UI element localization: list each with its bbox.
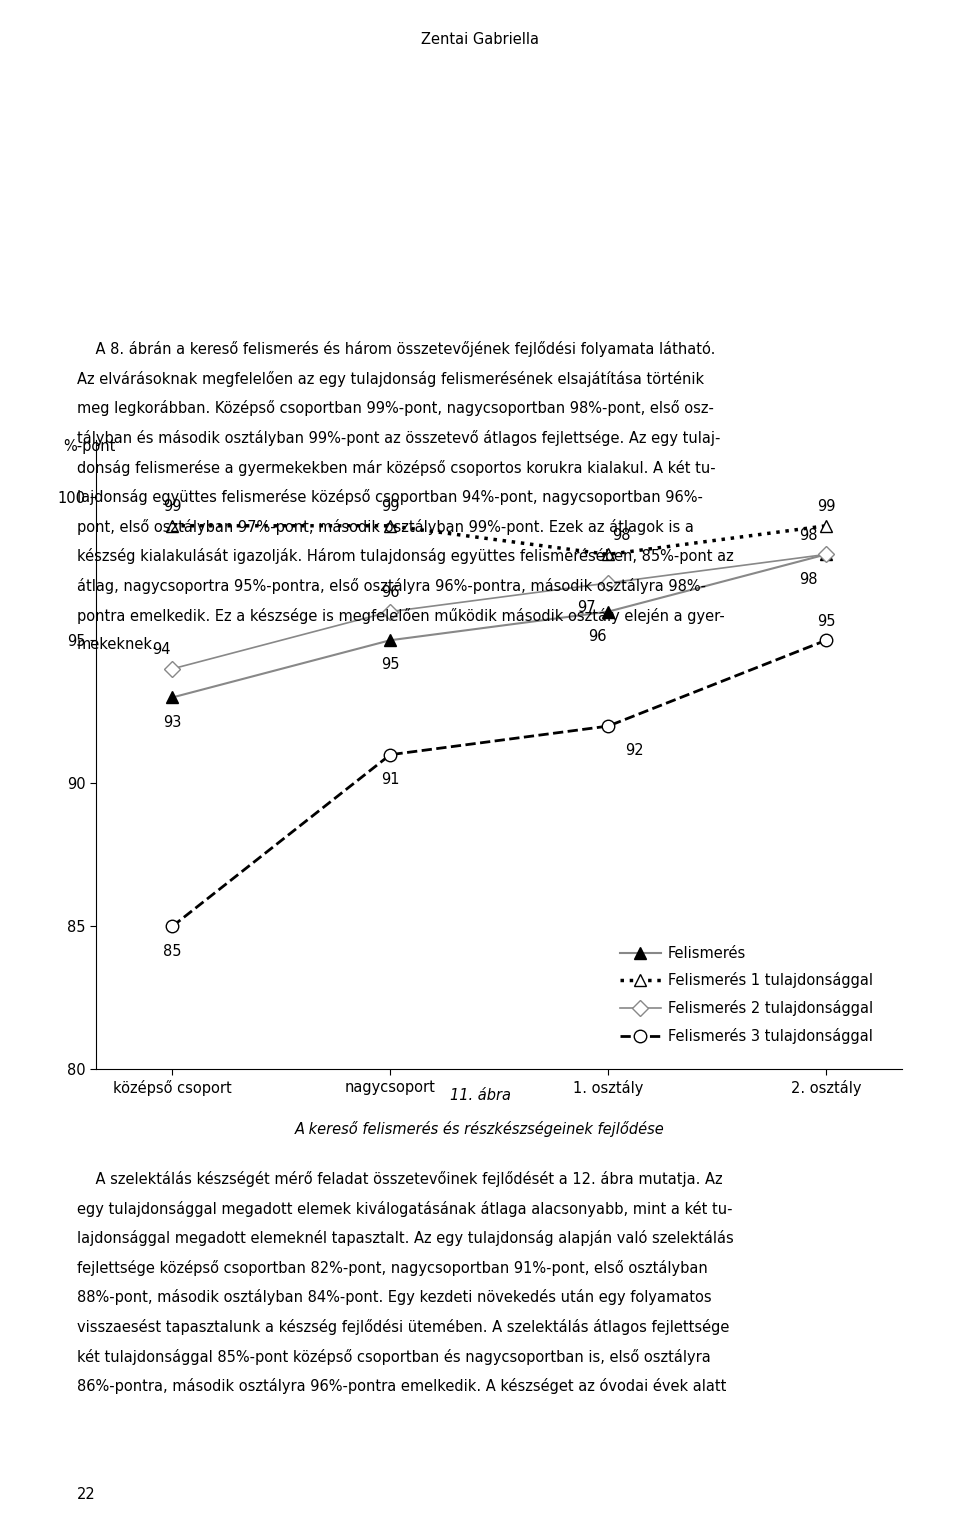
- Text: 22: 22: [77, 1487, 96, 1502]
- Text: Az elvárásoknak megfelelően az egy tulajdonság felismerésének elsajátítása törté: Az elvárásoknak megfelelően az egy tulaj…: [77, 372, 704, 387]
- Text: fejlettsége középső csoportban 82%-pont, nagycsoportban 91%-pont, első osztályba: fejlettsége középső csoportban 82%-pont,…: [77, 1259, 708, 1276]
- Text: 96: 96: [588, 630, 607, 643]
- Text: 91: 91: [381, 772, 399, 787]
- Text: 94: 94: [152, 642, 171, 657]
- Text: átlag, nagycsoportra 95%-pontra, első osztályra 96%-pontra, második osztályra 98: átlag, nagycsoportra 95%-pontra, első os…: [77, 578, 706, 595]
- Text: A 8. ábrán a kereső felismerés és három összetevőjének fejlődési folyamata látha: A 8. ábrán a kereső felismerés és három …: [77, 341, 715, 358]
- Text: 95: 95: [381, 657, 399, 672]
- Legend: Felismerés, Felismerés 1 tulajdonsággal, Felismerés 2 tulajdonsággal, Felismerés: Felismerés, Felismerés 1 tulajdonsággal,…: [614, 941, 879, 1050]
- Text: meg legkorábban. Középső csoportban 99%-pont, nagycsoportban 98%-pont, első osz-: meg legkorábban. Középső csoportban 99%-…: [77, 400, 713, 417]
- Text: lajdonság együttes felismerése középső csoportban 94%-pont, nagycsoportban 96%-: lajdonság együttes felismerése középső c…: [77, 490, 703, 505]
- Text: 95: 95: [817, 614, 835, 630]
- Text: 99: 99: [381, 499, 399, 514]
- Text: 85: 85: [163, 944, 181, 959]
- Text: 92: 92: [625, 743, 643, 758]
- Text: 99: 99: [163, 499, 181, 514]
- Text: 98: 98: [800, 528, 818, 543]
- Text: A szelektálás készségét mérő feladat összetevőinek fejlődését a 12. ábra mutatja: A szelektálás készségét mérő feladat öss…: [77, 1171, 723, 1188]
- Text: 86%-pontra, második osztályra 96%-pontra emelkedik. A készséget az óvodai évek a: 86%-pontra, második osztályra 96%-pontra…: [77, 1379, 726, 1394]
- Text: 98: 98: [800, 572, 818, 587]
- Text: pont, első osztályban 97%-pont, második osztályban 99%-pont. Ezek az átlagok is : pont, első osztályban 97%-pont, második …: [77, 519, 694, 536]
- Text: 97: 97: [577, 601, 596, 616]
- Text: pontra emelkedik. Ez a készsége is megfelelően működik második osztály elején a : pontra emelkedik. Ez a készsége is megfe…: [77, 608, 725, 623]
- Text: egy tulajdonsággal megadott elemek kiválogatásának átlaga alacsonyabb, mint a ké: egy tulajdonsággal megadott elemek kivál…: [77, 1201, 732, 1217]
- Text: donság felismerése a gyermekekben már középső csoportos korukra kialakul. A két : donság felismerése a gyermekekben már kö…: [77, 460, 715, 476]
- Text: 99: 99: [817, 499, 835, 514]
- Text: Zentai Gabriella: Zentai Gabriella: [421, 32, 539, 47]
- Text: két tulajdonsággal 85%-pont középső csoportban és nagycsoportban is, első osztál: két tulajdonsággal 85%-pont középső csop…: [77, 1349, 710, 1365]
- Text: lajdonsággal megadott elemeknél tapasztalt. Az egy tulajdonság alapján való szel: lajdonsággal megadott elemeknél tapaszta…: [77, 1230, 733, 1247]
- Text: készség kialakulását igazolják. Három tulajdonság együttes felismerésében, 85%-p: készség kialakulását igazolják. Három tu…: [77, 549, 733, 564]
- Text: mekeknek.: mekeknek.: [77, 637, 157, 652]
- Text: tályban és második osztályban 99%-pont az összetevő átlagos fejlettsége. Az egy : tályban és második osztályban 99%-pont a…: [77, 431, 720, 446]
- Text: 93: 93: [163, 715, 181, 730]
- Text: visszaesést tapasztalunk a készség fejlődési ütemében. A szelektálás átlagos fej: visszaesést tapasztalunk a készség fejlő…: [77, 1320, 730, 1335]
- Text: %-pont: %-pont: [63, 440, 116, 454]
- Text: 98: 98: [612, 528, 631, 543]
- Text: A kereső felismerés és részkészségeinek fejlődése: A kereső felismerés és részkészségeinek …: [295, 1121, 665, 1138]
- Text: 88%-pont, második osztályban 84%-pont. Egy kezdeti növekedés után egy folyamatos: 88%-pont, második osztályban 84%-pont. E…: [77, 1289, 711, 1306]
- Text: 96: 96: [381, 586, 399, 601]
- Text: 11. ábra: 11. ábra: [449, 1088, 511, 1103]
